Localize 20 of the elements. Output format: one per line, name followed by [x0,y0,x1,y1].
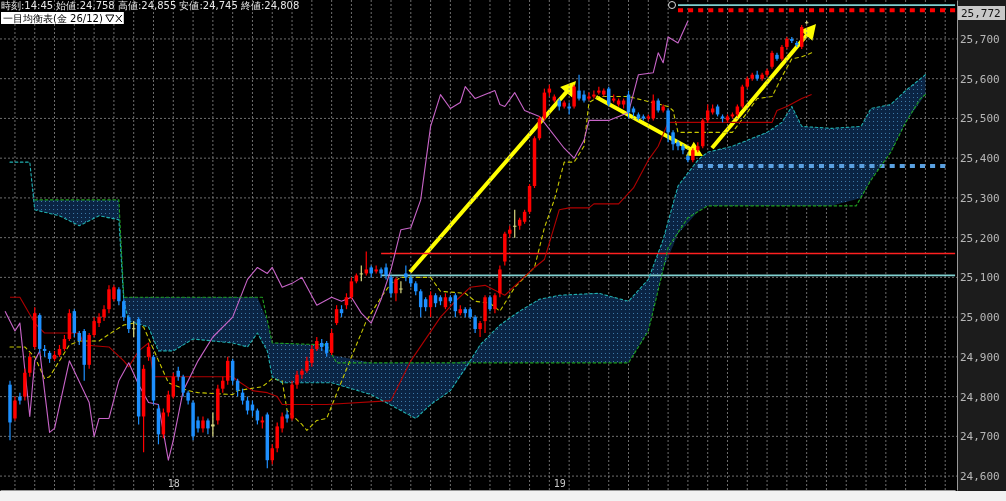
y-tick-label: 24,600 [960,470,1000,484]
chart-title: 時刻:14:45 始値:24,758 高値:24,855 安値:24,745 終値:24,808 [1,0,300,11]
y-tick-label: 25,700 [960,32,1000,46]
y-tick-label: 25,400 [960,152,1000,166]
y-tick-label: 25,100 [960,271,1000,285]
y-tick-label: 24,800 [960,390,1000,404]
y-tick-label: 24,700 [960,430,1000,444]
x-tick-label: 19 [553,478,566,489]
line-series [9,52,813,431]
y-tick-label: 25,600 [960,72,1000,86]
y-tick-label: 25,200 [960,231,1000,245]
x-tick-label: 18 [167,478,180,489]
text: 一目均衡表(金 26/12) [3,13,103,24]
y-tick-label: 25,000 [960,311,1000,325]
y-tick-label: 25,300 [960,191,1000,205]
line-series [34,94,926,364]
text: 25,772 [961,7,1001,20]
y-tick-label: 25,500 [960,112,1000,126]
line-series [9,94,813,406]
y-tick-label: 24,900 [960,350,1000,364]
